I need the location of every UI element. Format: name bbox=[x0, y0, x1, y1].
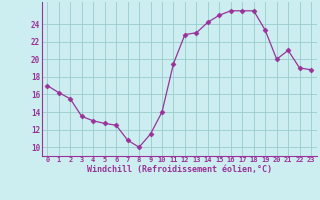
X-axis label: Windchill (Refroidissement éolien,°C): Windchill (Refroidissement éolien,°C) bbox=[87, 165, 272, 174]
